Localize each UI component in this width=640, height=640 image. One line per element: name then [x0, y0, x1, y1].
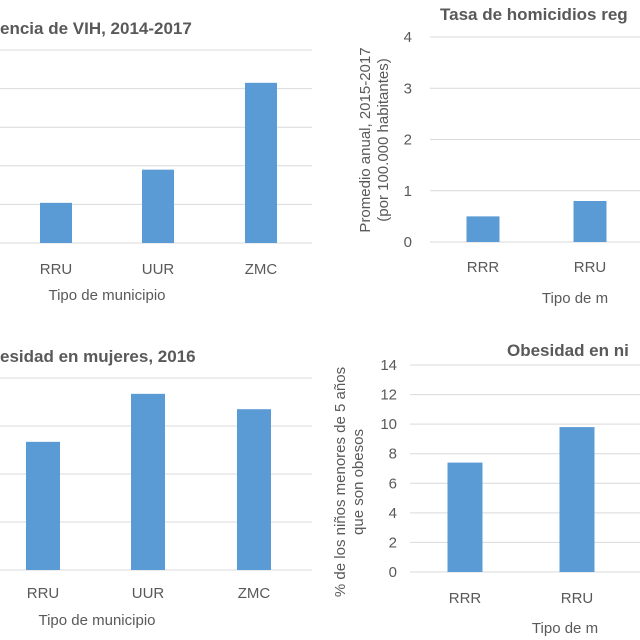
y-tick-label: 0 — [404, 234, 412, 251]
y-tick-label: 2 — [404, 132, 412, 149]
x-tick-label: RRR — [467, 259, 500, 276]
x-tick-label: UUR — [132, 585, 165, 602]
chart-panel-1: 0 1 2 3 4 RRR RRU Tasa de homicidios reg Tipo de… — [357, 5, 640, 307]
bar-rrr — [447, 462, 483, 572]
x-tick-label: RRU — [27, 585, 60, 602]
x-axis-label: Tipo de municipio — [38, 612, 155, 629]
y-tick-label: 14 — [380, 357, 397, 374]
y-tick-label: 2 — [389, 534, 397, 551]
y-tick-label: 4 — [389, 505, 397, 522]
y-tick-label: 10 — [380, 416, 397, 433]
y-tick-label: 3 — [404, 80, 412, 97]
y-tick-label: 8 — [389, 446, 397, 463]
x-axis-label: Tipo de m — [532, 620, 598, 637]
y-tick-label: 4 — [404, 29, 412, 46]
bar-uur — [131, 393, 165, 570]
y-tick-label: 6 — [389, 475, 397, 492]
y-axis-label: Promedio anual, 2015-2017(por 100.000 ha… — [357, 47, 392, 232]
y-tick-label: 0 — [389, 564, 397, 581]
x-tick-label: ZMC — [245, 261, 278, 278]
bar-zmc — [237, 409, 271, 570]
chart-panel-3: 0 2 4 6 8 10 12 14 RRR RRU Obesidad en ni Tipo de m… — [332, 341, 640, 637]
bar-zmc — [245, 82, 277, 243]
x-tick-label: UUR — [142, 261, 175, 278]
x-tick-label: ZMC — [238, 585, 271, 602]
x-axis-label: Tipo de m — [542, 290, 608, 307]
chart-panel-2: RRU UUR ZMC esidad en mujeres, 2016 Tipo de … — [0, 347, 312, 629]
bar-rru — [40, 202, 72, 243]
x-axis-label: Tipo de municipio — [48, 287, 165, 304]
x-tick-label: RRR — [449, 590, 482, 607]
x-tick-label: RRU — [574, 259, 607, 276]
chart-title: Tasa de homicidios reg — [440, 5, 628, 24]
chart-panel-0: RRU UUR ZMC encia de VIH, 2014-2017 Tipo de … — [0, 19, 312, 304]
chart-title: Obesidad en ni — [507, 341, 629, 360]
y-axis-label-line: % de los niños menores de 5 años — [332, 367, 349, 597]
chart-title: encia de VIH, 2014-2017 — [0, 19, 192, 38]
bar-uur — [142, 169, 174, 243]
bar-rru — [26, 441, 60, 570]
x-tick-label: RRU — [561, 590, 594, 607]
bar-rru — [573, 201, 607, 242]
y-tick-label: 12 — [380, 387, 397, 404]
y-axis-label-line: Promedio anual, 2015-2017 — [357, 47, 374, 232]
bar-rrr — [466, 216, 500, 242]
y-axis-label: % de los niños menores de 5 añosque son … — [332, 367, 367, 597]
bar-rru — [559, 427, 595, 572]
x-tick-label: RRU — [40, 261, 73, 278]
y-tick-label: 1 — [404, 183, 412, 200]
y-axis-label-line: que son obesos — [350, 429, 367, 535]
y-axis-label-line: (por 100.000 habitantes) — [375, 58, 392, 221]
chart-title: esidad en mujeres, 2016 — [0, 347, 196, 366]
